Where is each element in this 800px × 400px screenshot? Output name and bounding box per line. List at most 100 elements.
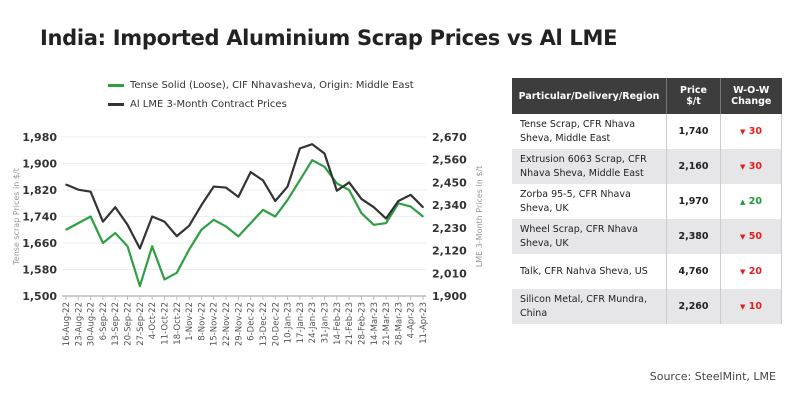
- row-change: ▲ 20: [720, 184, 782, 219]
- row-change: ▼ 50: [720, 219, 782, 254]
- y-axis-label: Tense scrap Prices in $/t: [12, 168, 21, 266]
- legend-item-tense: Tense Solid (Loose), CIF Nhavasheva, Ori…: [108, 80, 414, 91]
- x-tick-label: 8-Nov-22: [197, 302, 207, 341]
- y2-tick-label: 2,670: [432, 131, 467, 144]
- data-point: [385, 217, 387, 220]
- x-tick-label: 21-Feb-23: [345, 302, 355, 345]
- table-row: Extrusion 6063 Scrap, CFR Nhava Sheva, M…: [512, 149, 782, 184]
- data-point: [409, 205, 412, 208]
- data-point: [188, 248, 190, 251]
- row-price: 2,380: [666, 219, 721, 254]
- data-point: [422, 206, 424, 209]
- table-row: Zorba 95-5, CFR Nhava Sheva, UK 1,970 ▲ …: [512, 184, 782, 219]
- line-chart: 1,500 1,580 1,660 1,740 1,820 1,900 1,980 1,900…: [12, 131, 484, 346]
- row-price: 2,260: [666, 289, 721, 324]
- data-point: [175, 272, 178, 274]
- data-point: [212, 185, 215, 188]
- x-tick-label: 16-Aug-22: [62, 302, 72, 346]
- y-tick-label: 1,580: [22, 264, 57, 277]
- arrow-down-icon: ▼: [740, 302, 746, 311]
- legend-item-lme: Al LME 3-Month Contract Prices: [108, 99, 287, 110]
- source-note: Source: SteelMint, LME: [649, 370, 776, 383]
- x-tick-label: 29-Nov-22: [234, 302, 244, 346]
- x-tick-label: 20-Sep-22: [124, 302, 134, 346]
- data-point: [102, 220, 104, 223]
- data-point: [188, 224, 190, 227]
- legend-label: Tense Solid (Loose), CIF Nhavasheva, Ori…: [130, 80, 414, 91]
- x-tick-label: 4-Oct-22: [148, 302, 158, 339]
- x-tick-label: 11-Apr-23: [419, 302, 429, 344]
- data-point: [286, 185, 289, 188]
- legend-label: Al LME 3-Month Contract Prices: [130, 99, 287, 110]
- data-point: [151, 245, 153, 248]
- data-point: [286, 199, 289, 201]
- data-point: [225, 225, 227, 228]
- table-row: Silicon Metal, CFR Mundra, China 2,260 ▼…: [512, 289, 782, 324]
- x-tick-label: 20-Dec-22: [271, 302, 281, 346]
- y-tick-label: 1,900: [22, 158, 57, 171]
- y2-tick-label: 2,120: [432, 245, 467, 258]
- data-point: [200, 228, 203, 231]
- series-line-tense: [65, 159, 424, 288]
- change-value: 30: [748, 160, 762, 172]
- row-item: Extrusion 6063 Scrap, CFR Nhava Sheva, M…: [512, 149, 667, 184]
- price-table: Particular/Delivery/Region Price $/t W-O…: [512, 78, 782, 324]
- x-tick-label: 30-Aug-22: [87, 302, 97, 346]
- data-point: [151, 215, 153, 218]
- data-point: [385, 222, 387, 224]
- data-point: [89, 215, 92, 218]
- x-tick-label: 4-Apr-23: [407, 302, 417, 338]
- x-tick-label: 6-Sep-22: [99, 302, 109, 340]
- row-price: 1,740: [666, 114, 721, 149]
- data-point: [274, 200, 277, 202]
- data-point: [274, 215, 277, 218]
- data-point: [299, 147, 301, 150]
- row-item: Tense Scrap, CFR Nhava Sheva, Middle Eas…: [512, 114, 667, 149]
- row-change: ▼ 20: [720, 254, 782, 289]
- row-price: 2,160: [666, 149, 721, 184]
- arrow-up-icon: ▲: [740, 197, 746, 206]
- y2-tick-label: 1,900: [432, 290, 467, 303]
- change-value: 10: [748, 300, 762, 312]
- row-item: Zorba 95-5, CFR Nhava Sheva, UK: [512, 184, 667, 219]
- x-tick-label: 10-Jan-23: [284, 302, 294, 343]
- data-point: [311, 143, 314, 146]
- data-point: [409, 194, 412, 196]
- x-tick-label: 28-Feb-23: [357, 302, 367, 345]
- x-tick-label: 17-Jan-23: [296, 302, 306, 343]
- data-point: [139, 285, 141, 287]
- row-item: Wheel Scrap, CFR Nhava Sheva, UK: [512, 219, 667, 254]
- y-tick-label: 1,980: [22, 131, 57, 144]
- x-tick-label: 22-Nov-22: [222, 302, 232, 346]
- x-tick-label: 13-Sep-22: [111, 302, 121, 346]
- table-row: Tense Scrap, CFR Nhava Sheva, Middle Eas…: [512, 114, 782, 149]
- row-change: ▼ 30: [720, 114, 782, 149]
- data-point: [360, 198, 363, 200]
- data-point: [323, 166, 326, 168]
- data-point: [175, 235, 178, 237]
- data-point: [200, 204, 203, 206]
- data-point: [102, 242, 104, 244]
- data-point: [262, 179, 264, 182]
- header-change: W-O-W Change: [720, 78, 782, 114]
- data-point: [114, 206, 117, 209]
- data-point: [77, 188, 80, 191]
- data-point: [323, 152, 326, 155]
- row-change: ▼ 30: [720, 149, 782, 184]
- data-point: [139, 247, 141, 250]
- data-point: [336, 182, 338, 185]
- x-tick-label: 27-Sep-22: [136, 302, 146, 346]
- arrow-down-icon: ▼: [740, 267, 746, 276]
- x-tick-label: 21-Mar-23: [382, 302, 392, 345]
- data-point: [212, 219, 215, 221]
- arrow-down-icon: ▼: [740, 162, 746, 171]
- table-row: Talk, CFR Nahva Sheva, US 4,760 ▼ 20: [512, 254, 782, 289]
- data-point: [163, 278, 166, 281]
- data-point: [372, 223, 375, 226]
- y2-tick-label: 2,560: [432, 154, 467, 167]
- data-point: [163, 220, 166, 223]
- data-point: [348, 181, 350, 184]
- x-tick-label: 28-Mar-23: [394, 302, 404, 345]
- data-point: [422, 215, 424, 218]
- header-particular: Particular/Delivery/Region: [512, 78, 667, 114]
